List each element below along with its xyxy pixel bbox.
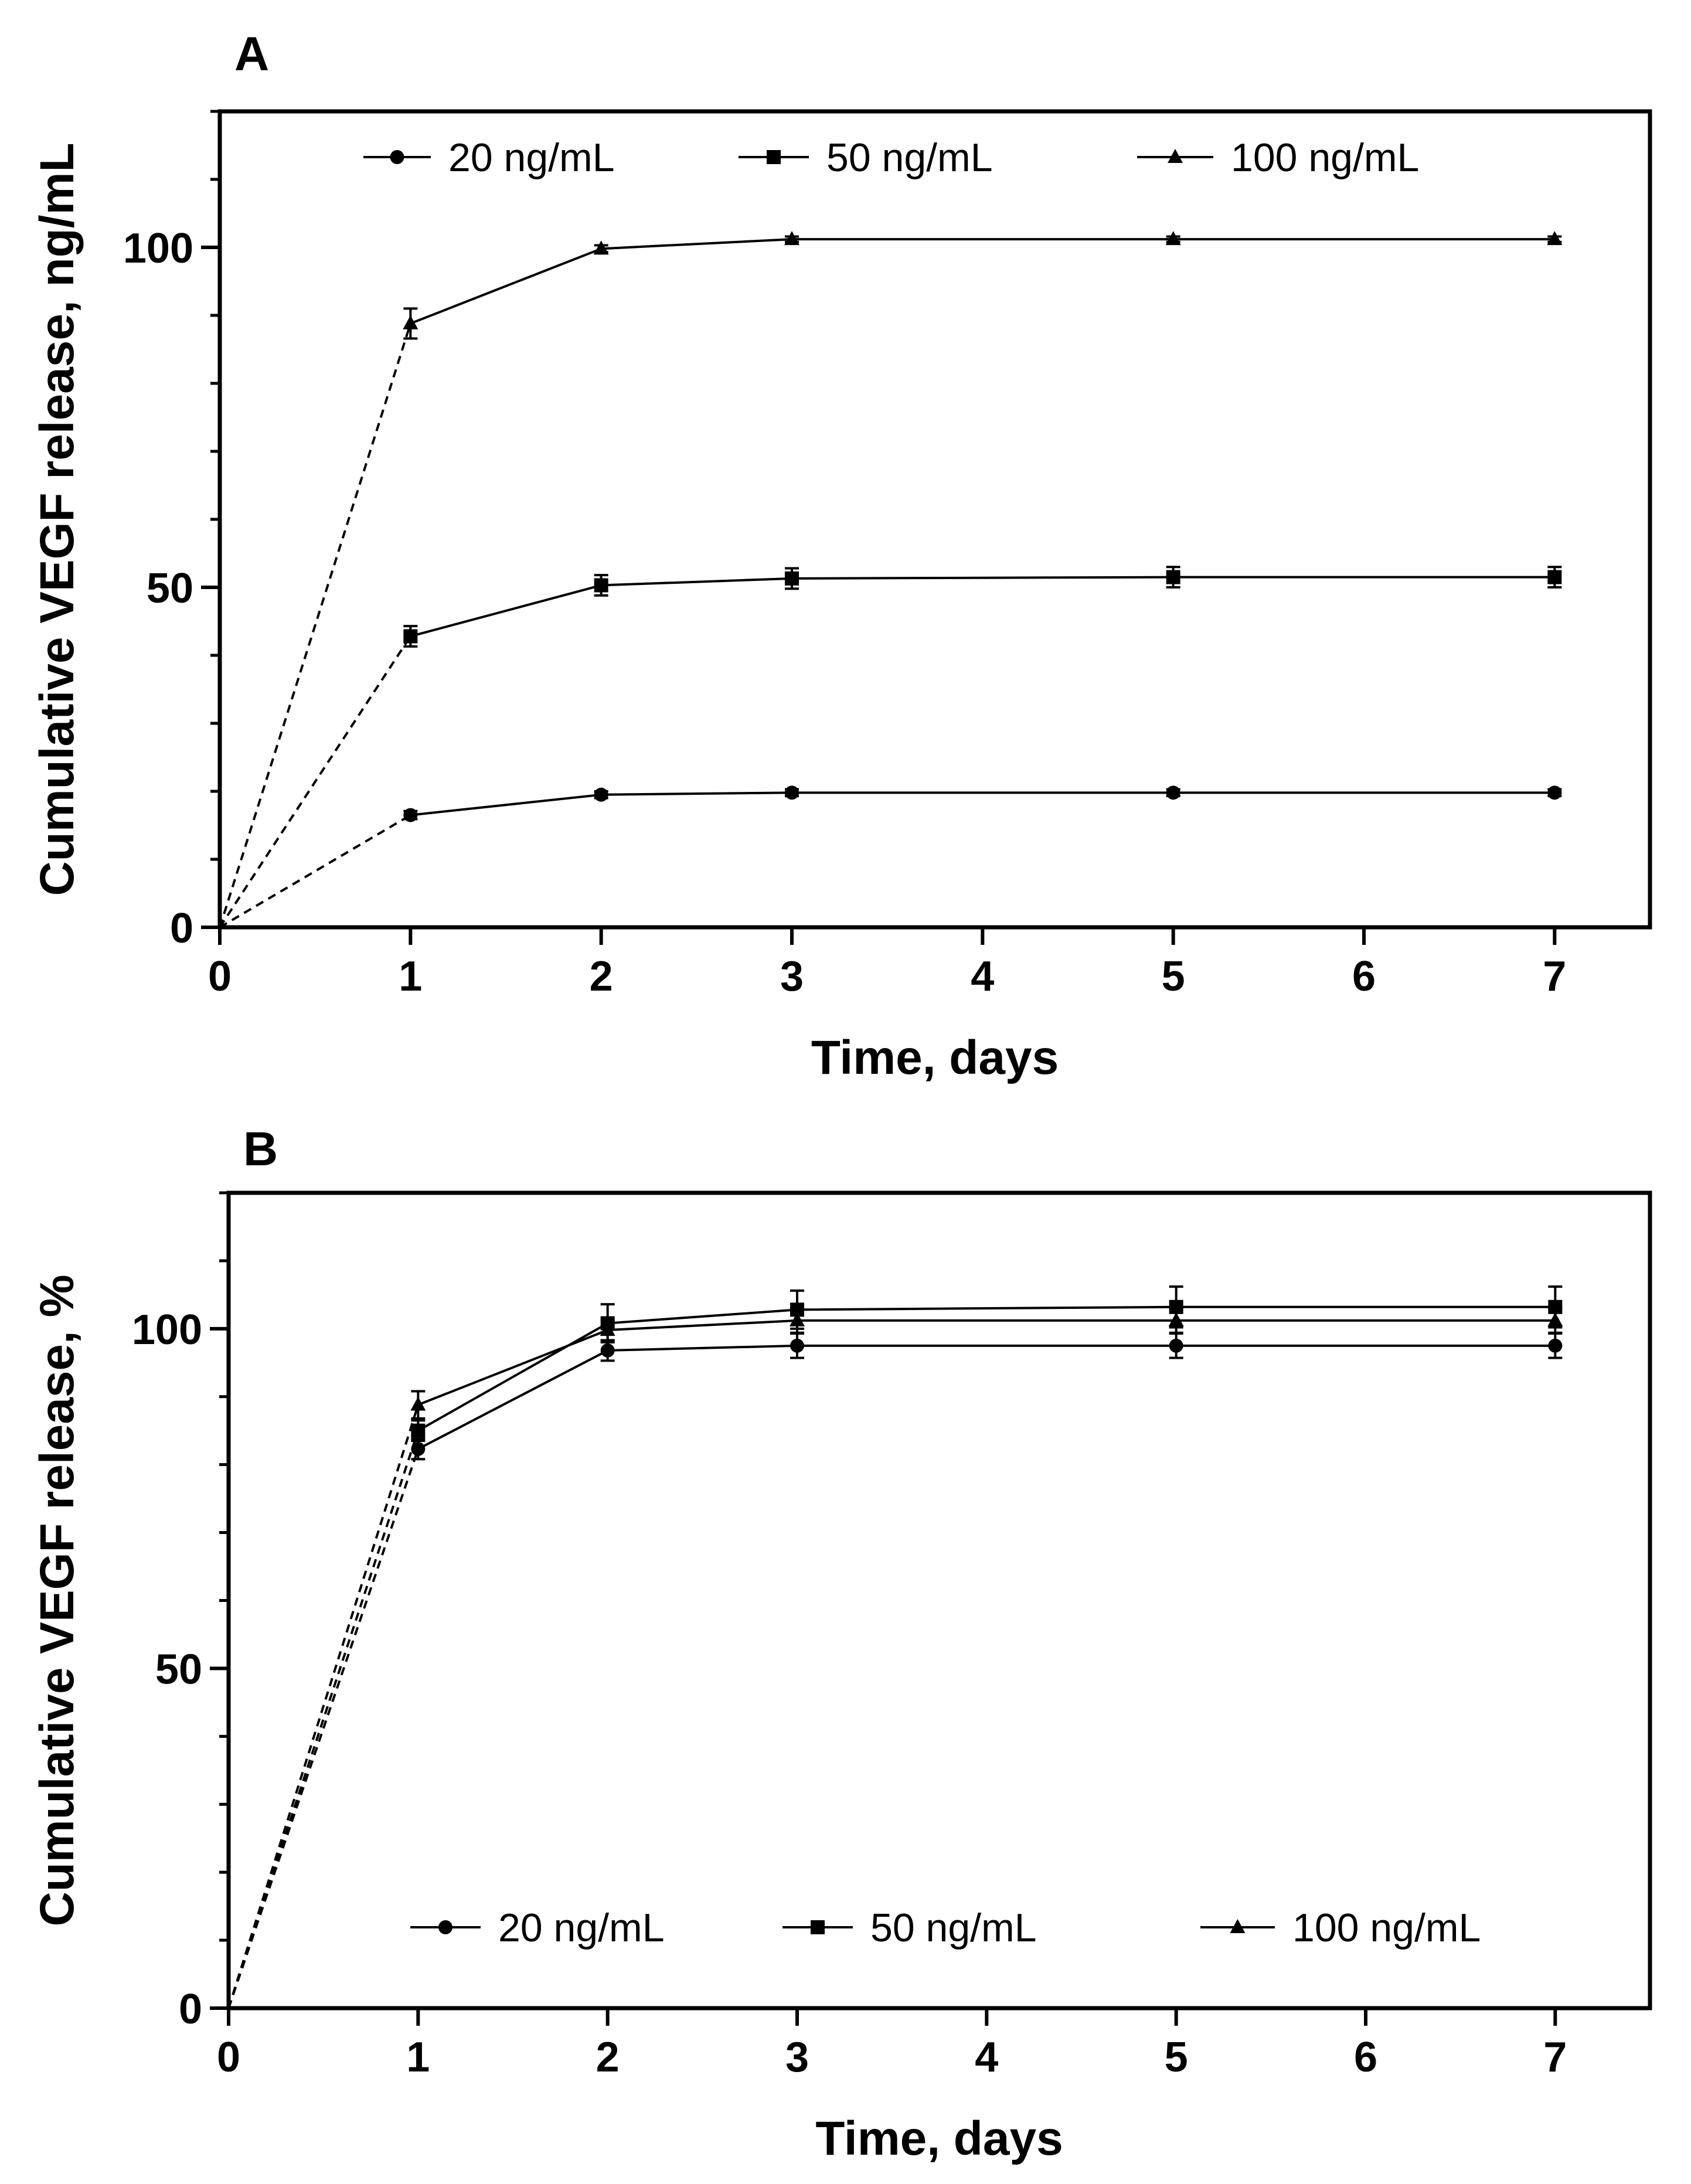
data-point (785, 785, 799, 800)
data-point (1168, 1312, 1184, 1326)
y-tick-label: 100 (132, 1307, 202, 1353)
data-point (1169, 1338, 1183, 1353)
data-point (403, 808, 418, 822)
legend-marker (390, 150, 404, 164)
data-point (1547, 231, 1563, 246)
data-point (593, 240, 609, 255)
legend: 20 ng/mL 50 ng/mL 100 ng/mL (410, 1906, 1481, 1950)
y-tick-label: 50 (147, 565, 193, 612)
panel-label: A (234, 28, 269, 81)
x-tick-label: 6 (1354, 2034, 1377, 2081)
legend-label: 100 ng/mL (1292, 1906, 1481, 1950)
x-tick-label: 2 (590, 953, 613, 1000)
data-point (790, 1312, 805, 1326)
y-tick-label: 50 (155, 1646, 202, 1693)
y-tick-label: 0 (179, 1986, 202, 2033)
data-point (594, 787, 608, 802)
data-point (403, 629, 418, 644)
series-dashed-segment (219, 323, 412, 928)
y-tick-label: 0 (170, 905, 193, 952)
y-axis-title: Cumulative VEGF release, % (30, 1274, 84, 1926)
data-point (600, 1322, 615, 1336)
data-point (785, 571, 799, 586)
data-point (1166, 570, 1180, 584)
series-dashed-segment (219, 814, 411, 928)
x-tick-label: 4 (971, 953, 994, 1000)
data-point (1166, 785, 1180, 800)
x-tick-label: 6 (1352, 953, 1376, 1000)
legend-label: 50 ng/mL (870, 1906, 1037, 1950)
legend-label: 100 ng/mL (1231, 135, 1419, 180)
series-dashed-segment (227, 1404, 420, 2009)
series-20-ng-ml (227, 1332, 1563, 2009)
data-point (411, 1442, 426, 1457)
legend-marker (1230, 1919, 1246, 1933)
data-point (1548, 1338, 1563, 1353)
series-100-ng-ml (227, 1307, 1563, 2009)
x-tick-label: 5 (1165, 2034, 1188, 2081)
series-dashed-segment (219, 635, 412, 928)
data-point (410, 1396, 426, 1411)
y-tick-label: 100 (123, 225, 193, 272)
data-point (1165, 231, 1181, 246)
x-tick-label: 7 (1543, 2034, 1567, 2081)
panel-label: B (243, 1122, 278, 1176)
x-tick-label: 5 (1162, 953, 1185, 1000)
legend-label: 20 ng/mL (498, 1906, 665, 1950)
data-point (411, 1423, 426, 1438)
data-point (1547, 785, 1562, 800)
x-axis-title: Time, days (815, 2112, 1063, 2165)
data-point (1547, 570, 1562, 584)
panel-a-chart: A 0 50 100 0 1 2 3 4 5 6 7 Time, days Cumulative VEGF… (30, 28, 1652, 1084)
x-tick-label: 4 (975, 2034, 998, 2081)
y-axis-title: Cumulative VEGF release, ng/mL (30, 142, 84, 896)
series-dashed-segment (227, 1430, 420, 2009)
series-50-ng-ml (219, 566, 1562, 928)
x-tick-label: 1 (406, 2034, 430, 2081)
x-tick-label: 0 (208, 953, 232, 1000)
x-tick-label: 0 (217, 2034, 240, 2081)
legend-label: 50 ng/mL (826, 135, 993, 180)
legend-label: 20 ng/mL (448, 135, 615, 180)
series-20-ng-ml (219, 785, 1562, 928)
data-point (403, 315, 419, 329)
series-100-ng-ml (219, 231, 1563, 928)
legend-marker (1168, 149, 1183, 163)
panel-b-chart: B 0 50 100 0 1 2 3 4 5 6 7 Time, days Cumulative VEGF… (30, 1122, 1652, 2165)
legend: 20 ng/mL 50 ng/mL 100 ng/mL (363, 135, 1419, 180)
x-axis-title: Time, days (811, 1031, 1059, 1084)
legend-marker (811, 1920, 825, 1934)
data-point (784, 231, 799, 246)
data-point (1547, 1312, 1563, 1326)
legend-marker (767, 150, 781, 164)
data-point (594, 578, 608, 593)
x-tick-label: 7 (1543, 953, 1566, 1000)
x-tick-label: 3 (785, 2034, 809, 2081)
data-point (600, 1343, 615, 1358)
x-tick-label: 2 (596, 2034, 620, 2081)
x-tick-label: 1 (399, 953, 422, 1000)
legend-marker (438, 1920, 452, 1934)
x-tick-label: 3 (780, 953, 804, 1000)
data-point (790, 1338, 804, 1353)
